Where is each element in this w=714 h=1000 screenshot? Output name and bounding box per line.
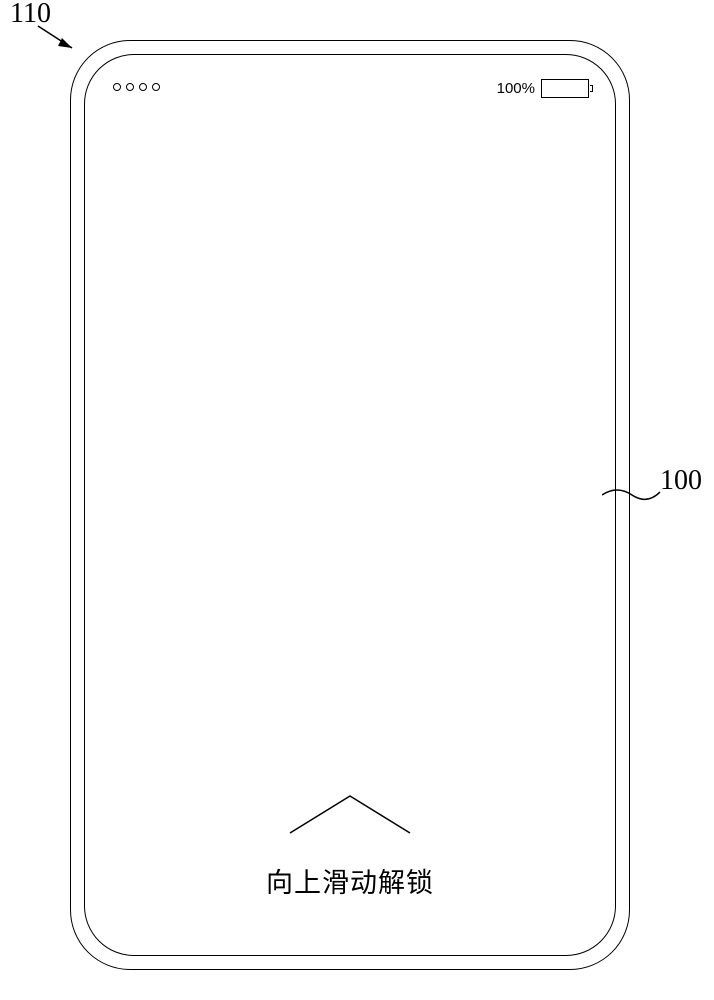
status-bar: 100% — [85, 77, 615, 107]
unlock-prompt[interactable]: 向上滑动解锁 — [85, 788, 615, 900]
battery-icon — [541, 79, 589, 98]
battery-percentage: 100% — [497, 80, 535, 97]
signal-indicator — [113, 83, 160, 91]
ref-label-100: 100 — [660, 465, 702, 497]
figure-canvas: 110 100% 向上滑动解锁 100 — [0, 0, 714, 1000]
leader-line-100 — [602, 480, 662, 510]
battery-indicator: 100% — [497, 79, 589, 98]
unlock-text: 向上滑动解锁 — [85, 861, 615, 900]
device-screen[interactable]: 100% 向上滑动解锁 — [84, 54, 616, 956]
chevron-up-icon — [280, 788, 420, 838]
leader-arrow-110 — [30, 22, 90, 62]
